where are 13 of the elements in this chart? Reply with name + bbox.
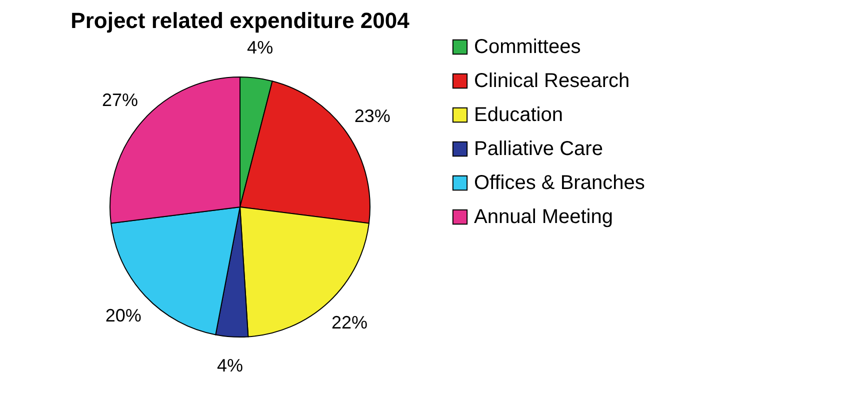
data-label: 23% [354,106,390,126]
data-label: 22% [332,312,368,333]
legend-label: Clinical Research [474,70,630,92]
legend-label: Palliative Care [474,138,603,160]
legend-label: Education [474,104,563,126]
legend-label: Offices & Branches [474,172,645,194]
legend-label: Committees [474,36,581,58]
chart-title: Project related expenditure 2004 [70,8,410,33]
data-label: 27% [102,90,138,110]
data-label: 20% [105,306,142,326]
data-label: 4% [247,37,274,58]
legend-label: Annual Meeting [474,206,613,228]
data-label: 4% [216,356,243,376]
